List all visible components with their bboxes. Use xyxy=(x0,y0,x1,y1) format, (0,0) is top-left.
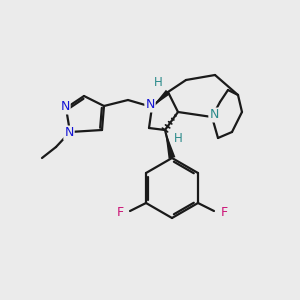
Polygon shape xyxy=(152,90,170,107)
Text: N: N xyxy=(60,100,70,113)
Polygon shape xyxy=(165,130,175,159)
Text: F: F xyxy=(220,206,227,220)
Text: H: H xyxy=(174,131,182,145)
Text: H: H xyxy=(154,76,162,89)
Text: F: F xyxy=(116,206,124,220)
Text: N: N xyxy=(145,98,155,112)
Text: N: N xyxy=(64,127,74,140)
Text: N: N xyxy=(209,109,219,122)
